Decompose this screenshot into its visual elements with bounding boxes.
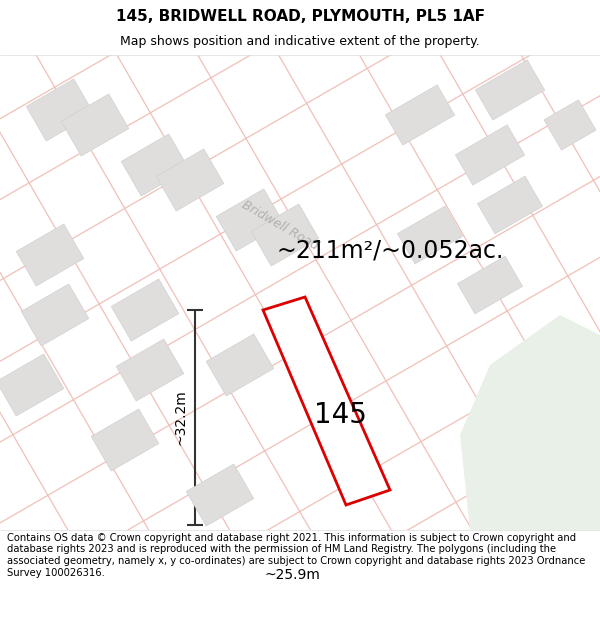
Polygon shape — [478, 176, 542, 234]
Text: 145: 145 — [314, 401, 367, 429]
Polygon shape — [111, 279, 179, 341]
Text: Bridwell Road: Bridwell Road — [239, 198, 320, 252]
Text: ~32.2m: ~32.2m — [173, 389, 187, 446]
Polygon shape — [116, 339, 184, 401]
Text: ~211m²/~0.052ac.: ~211m²/~0.052ac. — [277, 238, 503, 262]
Polygon shape — [216, 189, 284, 251]
Polygon shape — [460, 315, 600, 530]
Text: Contains OS data © Crown copyright and database right 2021. This information is : Contains OS data © Crown copyright and d… — [7, 533, 586, 578]
Polygon shape — [61, 94, 129, 156]
Polygon shape — [251, 204, 319, 266]
Polygon shape — [91, 409, 159, 471]
Polygon shape — [16, 224, 84, 286]
Polygon shape — [385, 85, 455, 145]
Polygon shape — [544, 100, 596, 150]
Polygon shape — [263, 297, 390, 505]
Text: 145, BRIDWELL ROAD, PLYMOUTH, PL5 1AF: 145, BRIDWELL ROAD, PLYMOUTH, PL5 1AF — [115, 9, 485, 24]
Polygon shape — [475, 60, 545, 120]
Text: Map shows position and indicative extent of the property.: Map shows position and indicative extent… — [120, 35, 480, 48]
Polygon shape — [0, 354, 64, 416]
Polygon shape — [186, 464, 254, 526]
Polygon shape — [156, 149, 224, 211]
Polygon shape — [121, 134, 189, 196]
Polygon shape — [397, 206, 463, 264]
Polygon shape — [26, 79, 94, 141]
Text: ~25.9m: ~25.9m — [265, 568, 320, 582]
Polygon shape — [206, 334, 274, 396]
Polygon shape — [457, 256, 523, 314]
Polygon shape — [21, 284, 89, 346]
Polygon shape — [455, 125, 525, 185]
